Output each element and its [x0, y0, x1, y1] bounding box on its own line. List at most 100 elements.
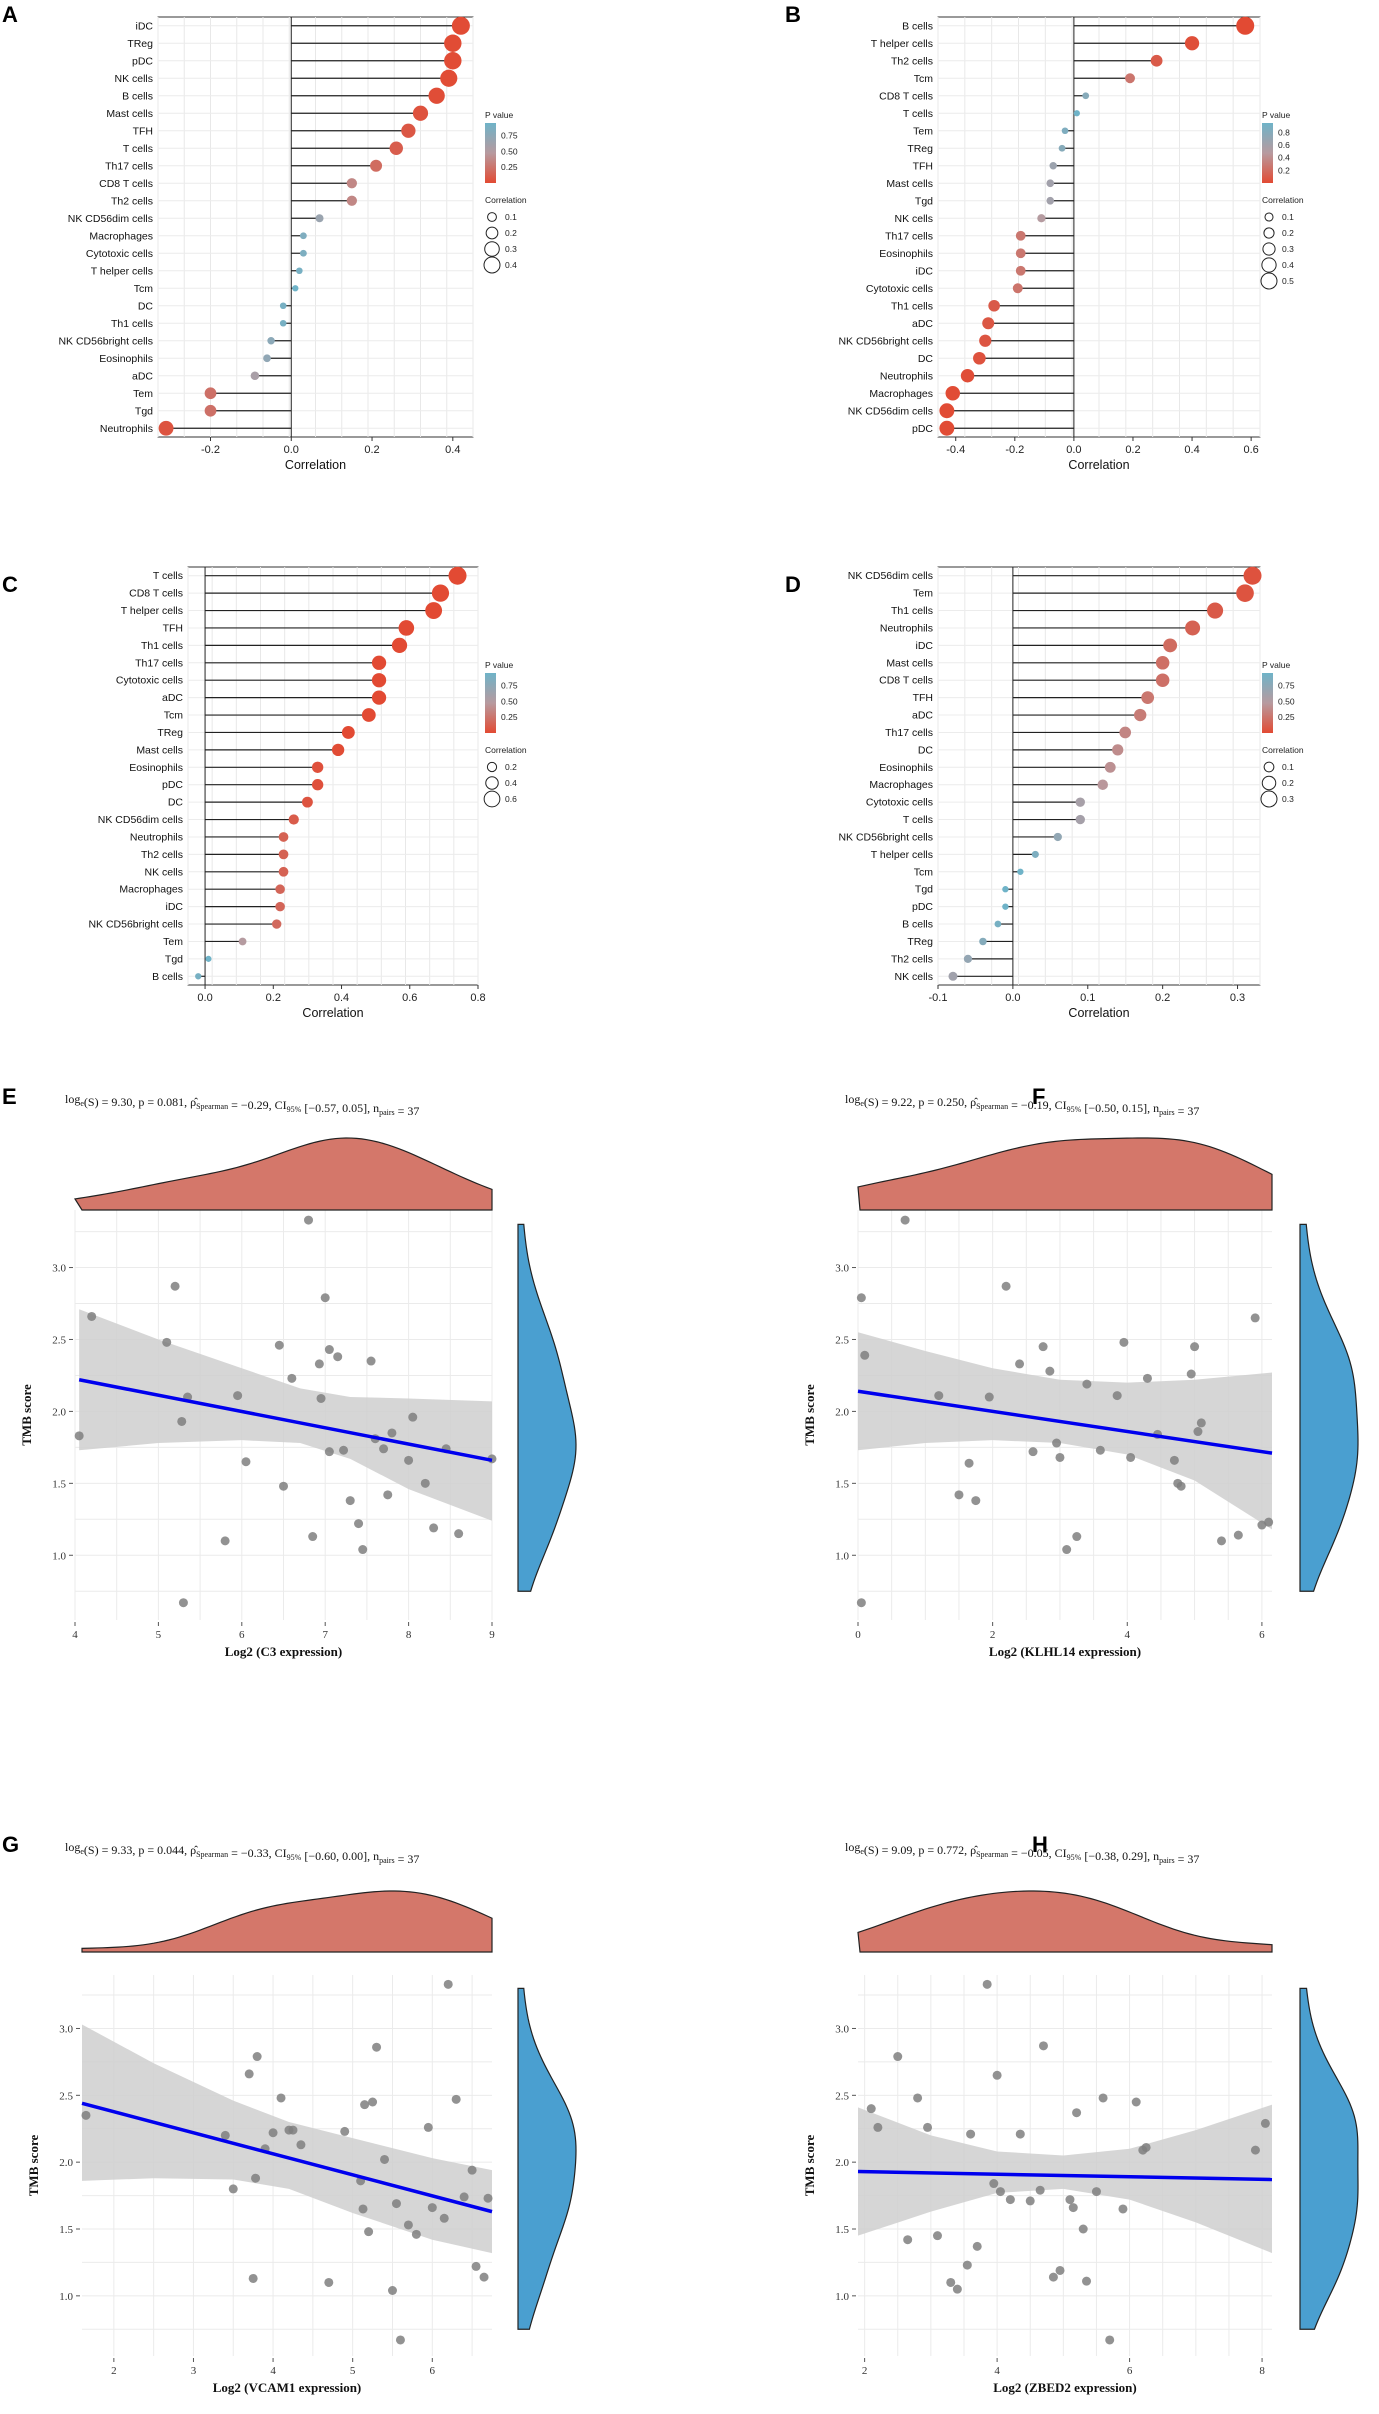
- lollipop-point: [1037, 214, 1046, 223]
- data-point: [1260, 2118, 1270, 2128]
- category-label: pDC: [132, 55, 153, 67]
- data-point: [1233, 1530, 1243, 1540]
- data-point: [1141, 2142, 1151, 2152]
- category-label: iDC: [916, 640, 934, 652]
- data-point: [1048, 2272, 1058, 2282]
- colorbar-tick-label: 0.50: [501, 696, 518, 706]
- legend-p-title: P value: [485, 110, 513, 120]
- data-point: [459, 2192, 469, 2202]
- stats-part: = −0.05, CI: [1008, 1846, 1067, 1860]
- category-label: Macrophages: [119, 884, 183, 896]
- category-label: DC: [138, 300, 154, 312]
- category-label: TFH: [133, 125, 153, 137]
- colorbar-tick-label: 0.25: [501, 712, 518, 722]
- x-tick-label: -0.4: [946, 444, 965, 456]
- category-label: Th17 cells: [105, 160, 153, 172]
- size-legend-circle: [1263, 227, 1275, 239]
- data-point: [360, 2100, 370, 2110]
- stats-part: 95%: [1067, 1853, 1082, 1862]
- category-label: Tcm: [914, 866, 934, 878]
- data-point: [74, 1431, 84, 1441]
- category-label: Tem: [913, 125, 933, 137]
- x-tick-label: 0.2: [266, 992, 281, 1004]
- lollipop-point: [1133, 708, 1147, 722]
- category-label: NK CD56bright cells: [838, 831, 933, 843]
- x-tick-label: 0.3: [1230, 992, 1245, 1004]
- category-label: Eosinophils: [129, 762, 183, 774]
- confidence-band: [858, 2104, 1272, 2254]
- category-label: B cells: [902, 919, 933, 931]
- confidence-band: [858, 1332, 1272, 1530]
- stats-part: = −0.29, CI: [228, 1098, 287, 1112]
- lollipop-point: [389, 141, 403, 155]
- lollipop-point: [994, 920, 1002, 928]
- y-axis-label: TMB score: [802, 2135, 817, 2197]
- data-point: [972, 2241, 982, 2251]
- y-density: [1299, 1223, 1359, 1592]
- category-label: Th1 cells: [891, 300, 933, 312]
- category-label: B cells: [122, 90, 153, 102]
- y-tick-label: 2.5: [52, 1334, 66, 1346]
- x-tick-label: 0.2: [1125, 444, 1140, 456]
- data-point: [479, 2272, 489, 2282]
- data-point: [228, 2184, 238, 2194]
- lollipop-point: [275, 884, 285, 894]
- data-point: [443, 1979, 453, 1989]
- lollipop-point: [425, 602, 443, 619]
- data-point: [1264, 1517, 1274, 1527]
- category-label: iDC: [136, 20, 154, 32]
- x-tick-label: 7: [322, 1629, 328, 1641]
- lollipop-point: [1155, 656, 1170, 670]
- data-point: [324, 1447, 334, 1457]
- size-legend-label: 0.2: [1282, 778, 1294, 788]
- stats-part: log: [65, 1092, 80, 1106]
- x-tick-label: 2: [862, 2365, 868, 2377]
- data-point: [1052, 1438, 1062, 1448]
- x-tick-label: -0.2: [1005, 444, 1024, 456]
- lollipop-point: [1104, 761, 1116, 773]
- data-point: [345, 1496, 355, 1506]
- lollipop-point: [279, 319, 287, 327]
- category-label: Neutrophils: [130, 831, 183, 843]
- category-label: TFH: [913, 160, 933, 172]
- data-point: [989, 2179, 999, 2189]
- lollipop-point: [371, 655, 387, 670]
- data-point: [1045, 1366, 1055, 1376]
- lollipop-point: [1185, 620, 1201, 636]
- data-point: [296, 2140, 306, 2150]
- category-label: Th2 cells: [111, 195, 153, 207]
- data-point: [1082, 1379, 1092, 1389]
- stats-part: = 37: [395, 1104, 420, 1118]
- category-label: Eosinophils: [879, 762, 933, 774]
- lollipop-point: [371, 690, 387, 705]
- size-legend-label: 0.4: [505, 778, 517, 788]
- lollipop-point: [1053, 832, 1062, 842]
- data-point: [971, 1496, 981, 1506]
- data-point: [1055, 1452, 1065, 1462]
- lollipop-point: [1046, 179, 1055, 188]
- x-density: [81, 1890, 493, 1953]
- y-tick-label: 1.0: [835, 1550, 849, 1562]
- data-point: [1055, 2265, 1065, 2275]
- y-tick-label: 2.0: [835, 2157, 849, 2169]
- data-point: [411, 2229, 421, 2239]
- size-legend-circle: [1262, 242, 1276, 256]
- category-label: T helper cells: [871, 849, 933, 861]
- data-point: [1105, 2335, 1115, 2345]
- regression-line: [857, 2169, 1273, 2182]
- category-label: T cells: [153, 570, 183, 582]
- p-colorbar: [485, 673, 496, 733]
- lollipop-point: [1061, 127, 1069, 135]
- lollipop-point: [292, 285, 299, 292]
- x-axis-label: Correlation: [1068, 1006, 1129, 1020]
- lollipop-point: [398, 620, 415, 636]
- data-point: [1072, 2108, 1082, 2118]
- data-point: [1118, 2204, 1128, 2214]
- colorbar-tick-label: 0.50: [501, 146, 518, 156]
- stats-part: 95%: [287, 1105, 302, 1114]
- data-point: [873, 2122, 883, 2132]
- panel-label: A: [2, 2, 18, 27]
- stats-subtitle: loge(S) = 9.22, p = 0.250, ρ̂Spearman = …: [845, 1092, 1199, 1118]
